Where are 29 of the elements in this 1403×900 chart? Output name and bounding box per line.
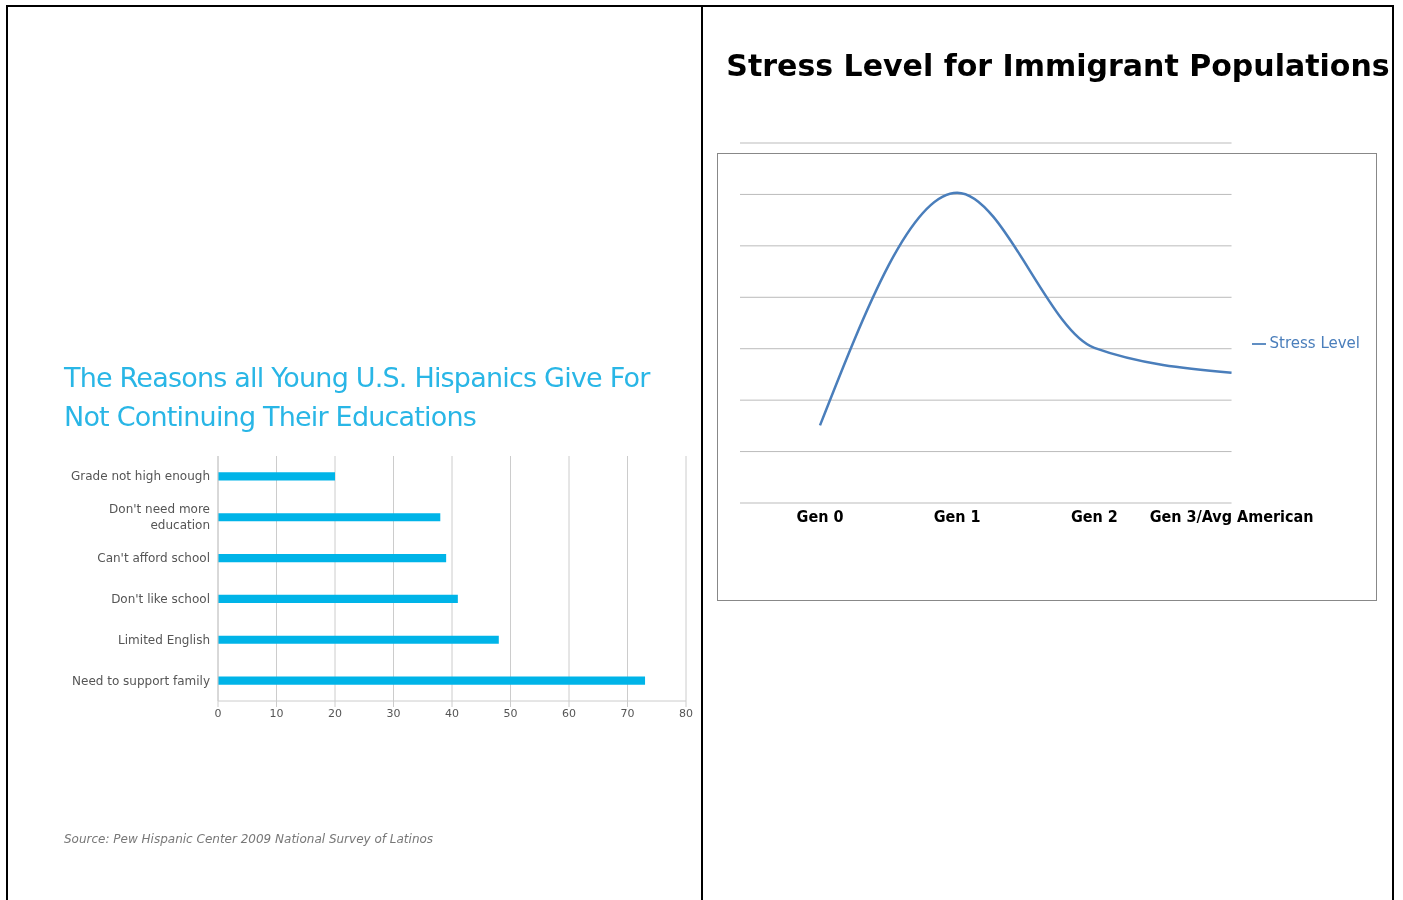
bar: [218, 594, 458, 603]
y-tick-label: Grade not high enough: [70, 468, 210, 483]
x-tick-label: 0: [214, 706, 222, 720]
x-tick-label: 10: [269, 706, 284, 720]
x-tick-label: Gen 3/Avg American: [1149, 507, 1314, 527]
bar: [218, 472, 335, 481]
x-tick-label: 30: [386, 706, 401, 720]
bar: [218, 676, 646, 685]
y-tick-label: Need to support family: [72, 673, 210, 688]
y-tick-label: Don't like school: [111, 591, 210, 606]
chart-title: The Reasons all Young U.S. Hispanics Give For Not Continuing Their Educations: [63, 361, 651, 434]
x-tick-label: 20: [328, 706, 342, 720]
x-tick-label: 50: [503, 706, 518, 720]
bar: [218, 513, 441, 522]
x-tick-label: 40: [445, 706, 459, 720]
x-tick-label: 80: [679, 706, 693, 720]
x-tick-label: Gen 0: [796, 507, 844, 527]
bar: [218, 635, 499, 644]
x-tick-label: Gen 1: [933, 507, 981, 527]
y-tick-label: Don't need more education: [109, 501, 210, 532]
y-tick-label: Can't afford school: [97, 550, 210, 565]
bar: [218, 554, 447, 563]
y-tick-label: Limited English: [118, 632, 210, 647]
x-tick-label: 60: [562, 706, 576, 720]
source-note: Source: Pew Hispanic Center 2009 National Survey of Latinos: [63, 832, 435, 846]
x-tick-label: 70: [620, 706, 635, 720]
x-tick-label: Gen 2: [1070, 507, 1118, 527]
legend-label: Stress Level: [1269, 334, 1360, 352]
chart-title: Stress Level for Immigrant Populations: [725, 48, 1391, 83]
